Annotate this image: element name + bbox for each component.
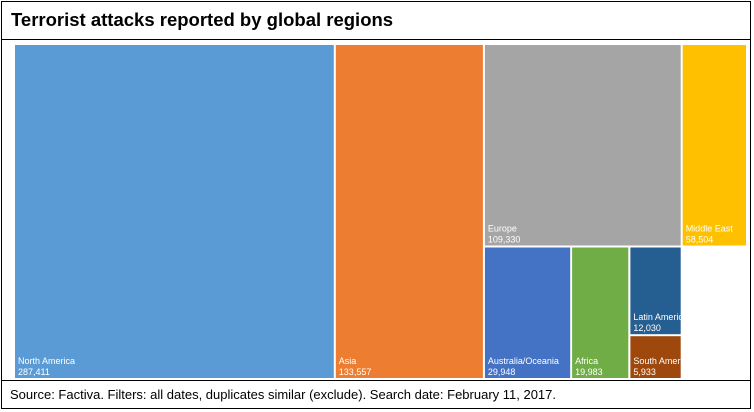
tile-rect-south-america: [630, 336, 681, 378]
chart-title: Terrorist attacks reported by global reg…: [11, 9, 394, 30]
tile-value-africa: 19,983: [575, 367, 603, 377]
tile-value-asia: 133,557: [339, 367, 372, 377]
tile-rect-australia-oceania: [484, 247, 571, 378]
tile-label-africa: Africa: [575, 356, 598, 366]
treemap-chart: North America287,411Asia133,557Europe109…: [15, 45, 746, 378]
tile-label-north-america: North America: [18, 356, 75, 366]
title-divider: [2, 39, 750, 40]
tile-rect-europe: [484, 45, 681, 246]
source-divider: [2, 380, 750, 381]
tile-label-south-america: South America: [633, 356, 692, 366]
source-note: Source: Factiva. Filters: all dates, dup…: [10, 387, 557, 402]
tile-rect-middle-east: [682, 45, 746, 246]
tile-value-latin-america: 12,030: [633, 323, 661, 333]
tile-label-asia: Asia: [339, 356, 357, 366]
tile-value-australia-oceania: 29,948: [488, 367, 516, 377]
tile-value-south-america: 5,933: [633, 367, 656, 377]
tile-value-middle-east: 58,504: [686, 235, 714, 245]
tile-rect-north-america: [15, 45, 334, 378]
tile-label-australia-oceania: Australia/Oceania: [488, 356, 559, 366]
tile-value-north-america: 287,411: [18, 367, 50, 377]
tile-label-middle-east: Middle East: [686, 224, 734, 234]
tile-label-europe: Europe: [488, 224, 517, 234]
tile-rect-africa: [572, 247, 629, 378]
tile-rect-latin-america: [630, 247, 681, 335]
tile-value-europe: 109,330: [488, 235, 521, 245]
tile-rect-asia: [335, 45, 483, 378]
tile-label-latin-america: Latin America: [633, 312, 688, 322]
